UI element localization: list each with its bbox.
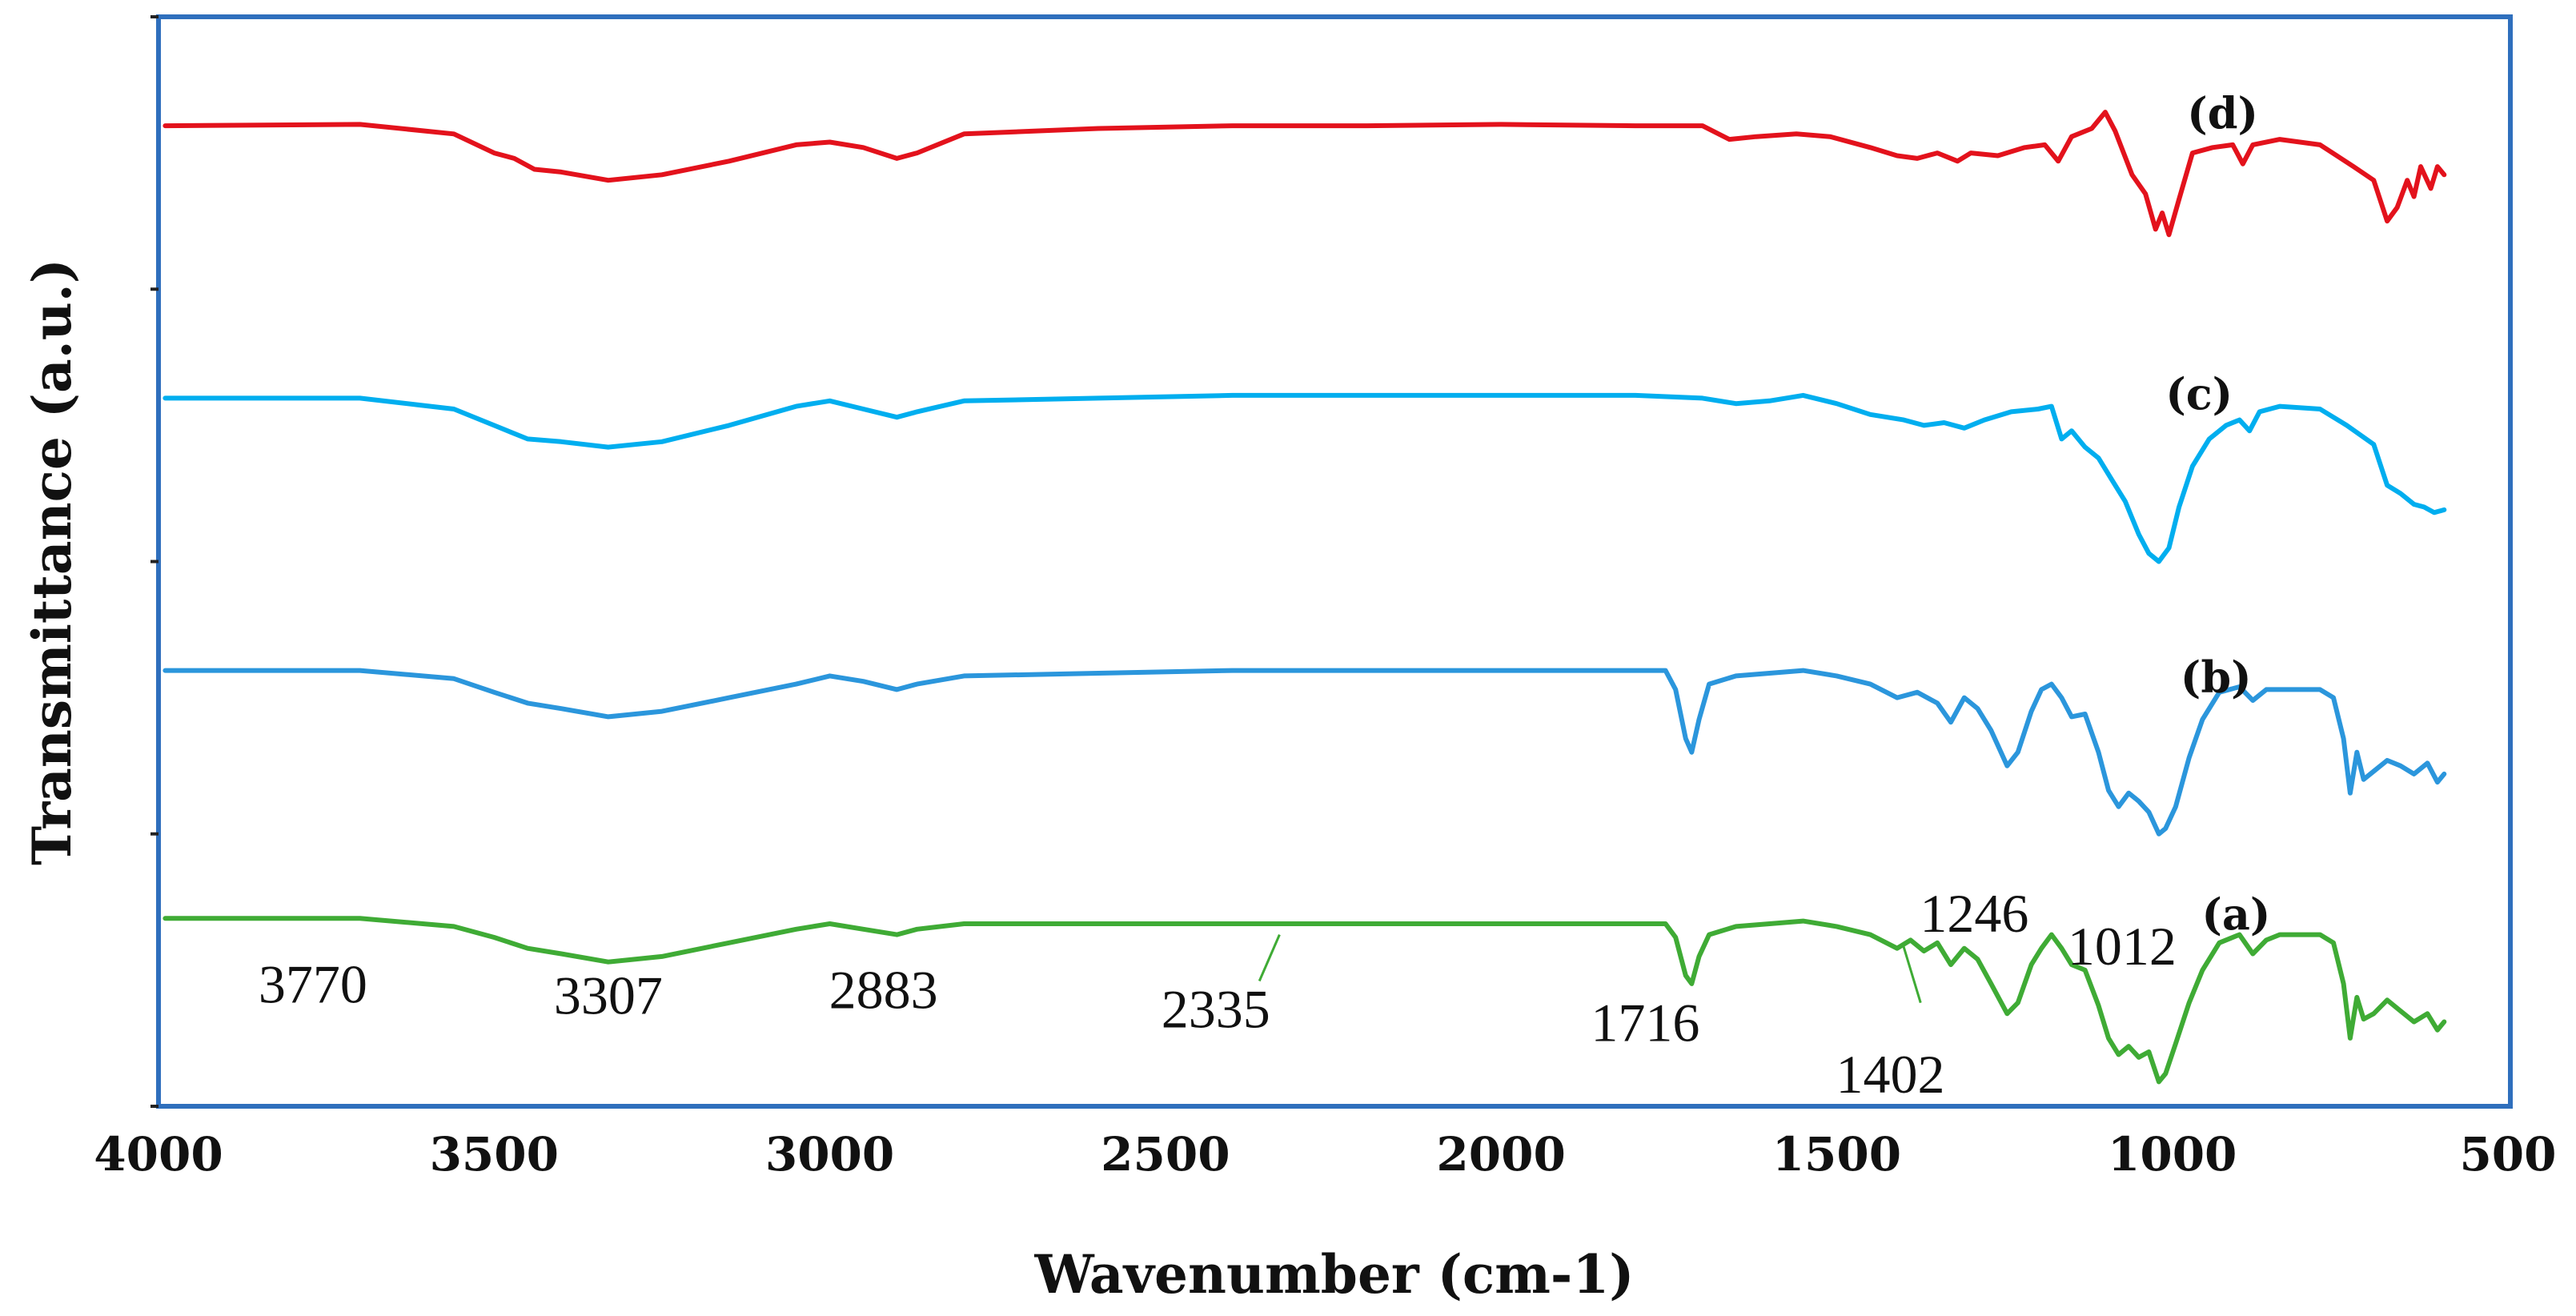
x-axis-title: Wavenumber (cm-1)	[1034, 1243, 1635, 1306]
x-tick-label: 4000	[94, 1127, 223, 1182]
series-label: (b)	[2181, 652, 2252, 703]
series-label: (a)	[2201, 889, 2270, 940]
x-tick-label: 1500	[1772, 1127, 1901, 1182]
leader-line	[1901, 942, 1922, 1004]
peak-annotation: 2883	[829, 960, 938, 1021]
series-line	[163, 668, 2447, 837]
y-axis-title: Transmittance (a.u.)	[21, 259, 83, 865]
x-tick-label: 2500	[1101, 1127, 1230, 1182]
series-labels: (d) (c) (b) (a)	[2165, 88, 2270, 940]
series-label: (c)	[2165, 368, 2233, 419]
x-tick-label: 2000	[1436, 1127, 1565, 1182]
peak-annotation: 3307	[554, 965, 663, 1025]
x-tick-label: 3500	[430, 1127, 559, 1182]
x-tick-labels: 4000 3500 3000 2500 2000 1500 1000 500	[94, 1127, 2556, 1182]
tick-marks	[150, 15, 158, 1108]
peak-annotation: 2335	[1162, 978, 1270, 1039]
peak-annotation: 3770	[259, 954, 367, 1015]
leader-line	[1258, 934, 1281, 982]
series-line	[163, 916, 2447, 1085]
series-label: (d)	[2187, 88, 2258, 139]
peak-annotation: 1716	[1591, 992, 1699, 1053]
spectra	[163, 110, 2447, 1085]
peak-annotation: 1012	[2068, 916, 2177, 977]
leader-lines	[1258, 934, 1922, 1004]
peak-annotation: 1402	[1836, 1044, 1945, 1105]
x-tick-label: 3000	[765, 1127, 894, 1182]
series-line	[163, 110, 2447, 238]
peak-annotation: 1246	[1920, 883, 2028, 944]
x-tick-label: 1000	[2108, 1127, 2237, 1182]
peak-annotations: 3770 3307 2883 2335 1716 1402 1246 1012	[259, 883, 2177, 1105]
x-tick-label: 500	[2459, 1127, 2556, 1182]
series-line	[163, 392, 2447, 564]
